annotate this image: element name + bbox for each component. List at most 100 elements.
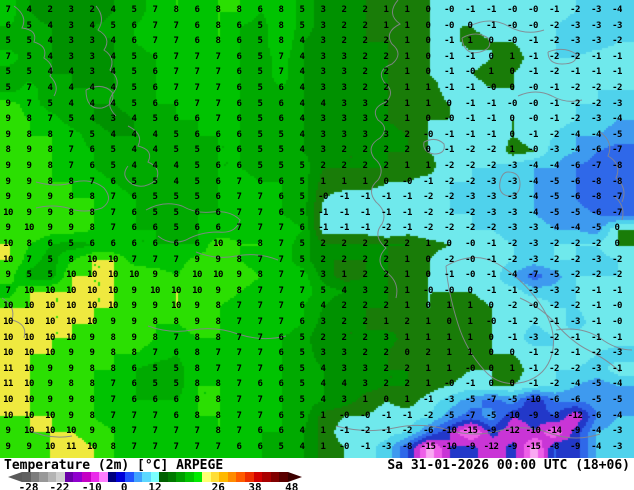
temp-value: 0	[467, 285, 473, 296]
temp-value: 6	[47, 239, 53, 249]
temp-value: 7	[278, 301, 284, 312]
temp-value: 5	[131, 51, 137, 62]
temp-value: 7	[173, 254, 179, 265]
temp-value: -2	[591, 98, 601, 109]
temp-value: 5	[299, 192, 305, 203]
temp-value: -4	[612, 114, 622, 125]
temp-value: 4	[299, 36, 305, 47]
temp-value: 4	[152, 145, 158, 156]
temp-value: 6	[278, 332, 284, 343]
temp-value: 3	[341, 348, 347, 359]
temp-value: 1	[509, 145, 515, 156]
temp-value: 6	[173, 239, 179, 249]
temp-value: -4	[612, 410, 622, 421]
temp-value: 9	[26, 192, 32, 203]
temp-value: 7	[236, 301, 242, 312]
temp-value: 9	[5, 161, 11, 171]
temp-value: 4	[89, 114, 95, 125]
temp-value: 6	[173, 348, 179, 359]
colorbar-segment	[116, 472, 125, 482]
temp-value: 5	[173, 129, 179, 140]
temp-value: 5	[5, 36, 11, 47]
temp-value: 4	[26, 5, 32, 15]
temp-value: 10	[3, 254, 13, 265]
temp-value: -0	[465, 239, 475, 249]
temp-value: 5	[47, 98, 53, 109]
temp-value: 8	[110, 332, 116, 343]
colorbar-segment	[73, 472, 83, 482]
temp-value: 8	[173, 5, 179, 15]
temp-value: 5	[26, 36, 32, 47]
temp-value: 9	[236, 270, 242, 281]
temp-value: 5	[173, 223, 179, 234]
temp-value: 4	[320, 395, 326, 405]
temp-value: -0	[507, 20, 517, 31]
temp-value: -5	[549, 270, 559, 281]
temp-value: 6	[257, 176, 263, 187]
temp-value: 3	[320, 114, 326, 125]
temp-value: 3	[320, 317, 326, 327]
temp-value: -2	[465, 223, 475, 234]
temp-value: -2	[549, 348, 559, 359]
temp-value: 0	[425, 5, 431, 15]
temp-value: 8	[47, 161, 53, 171]
colorbar-tick-label: -28	[18, 481, 39, 490]
temp-value: -7	[612, 207, 622, 218]
temp-value: -2	[444, 161, 454, 171]
temp-value: 7	[215, 67, 221, 78]
temp-value: 5	[110, 20, 116, 31]
temp-value: -1	[549, 114, 559, 125]
temp-value: 0	[446, 317, 452, 327]
temp-value: -3	[549, 145, 559, 156]
temp-value: 5	[5, 83, 11, 93]
temperature-colorbar	[8, 472, 302, 482]
temp-value: 7	[257, 317, 263, 327]
temp-value: -1	[612, 67, 622, 78]
temp-value: 1	[362, 395, 368, 405]
colorbar-ticks: -28 -22 -10 0 12 26 38 48	[8, 481, 302, 490]
temp-value: 6	[257, 441, 263, 452]
temp-value: 8	[110, 348, 116, 359]
temp-value: 5	[131, 98, 137, 109]
temp-value: 2	[362, 348, 368, 359]
temp-value: 3	[362, 285, 368, 296]
temp-value: 7	[68, 129, 74, 140]
temp-value: 9	[89, 332, 95, 343]
temp-value: 5	[257, 67, 263, 78]
temp-value: 6	[131, 239, 137, 249]
temp-value: 2	[320, 161, 326, 171]
temp-value: 2	[362, 36, 368, 47]
temp-value: 1	[404, 67, 410, 78]
temp-value: 0	[509, 129, 515, 140]
temp-value: 9	[194, 254, 200, 265]
temp-value: 8	[215, 317, 221, 327]
colorbar-tick-label: -22	[49, 481, 70, 490]
temp-value: -0	[612, 301, 622, 312]
temp-value: 10	[24, 332, 34, 343]
temp-value: 5	[257, 129, 263, 140]
temp-value: -9	[507, 441, 517, 452]
temp-value: 4	[299, 114, 305, 125]
temp-value: -2	[549, 36, 559, 47]
temp-value: 2	[320, 254, 326, 265]
temp-value: 0	[509, 83, 515, 93]
temp-value: 9	[5, 129, 11, 140]
colorbar-segment	[64, 472, 74, 482]
temp-value: 7	[257, 301, 263, 312]
temp-value: -1	[486, 270, 496, 281]
temp-value: 5	[320, 285, 326, 296]
temp-value: 6	[152, 395, 158, 405]
temp-value: 2	[341, 239, 347, 249]
colorbar-tick-label: 0	[120, 481, 128, 490]
temp-value: 10	[45, 301, 55, 312]
temp-value: 9	[152, 270, 158, 281]
temp-value: -4	[591, 426, 601, 437]
temp-value: 5	[299, 161, 305, 171]
temp-value: 10	[3, 348, 13, 359]
temp-value: 10	[3, 301, 13, 312]
temp-value: 10	[45, 348, 55, 359]
temp-value: 4	[131, 114, 137, 125]
temp-value: 0	[488, 51, 494, 62]
temp-value: 6	[278, 114, 284, 125]
temp-value: 8	[152, 332, 158, 343]
